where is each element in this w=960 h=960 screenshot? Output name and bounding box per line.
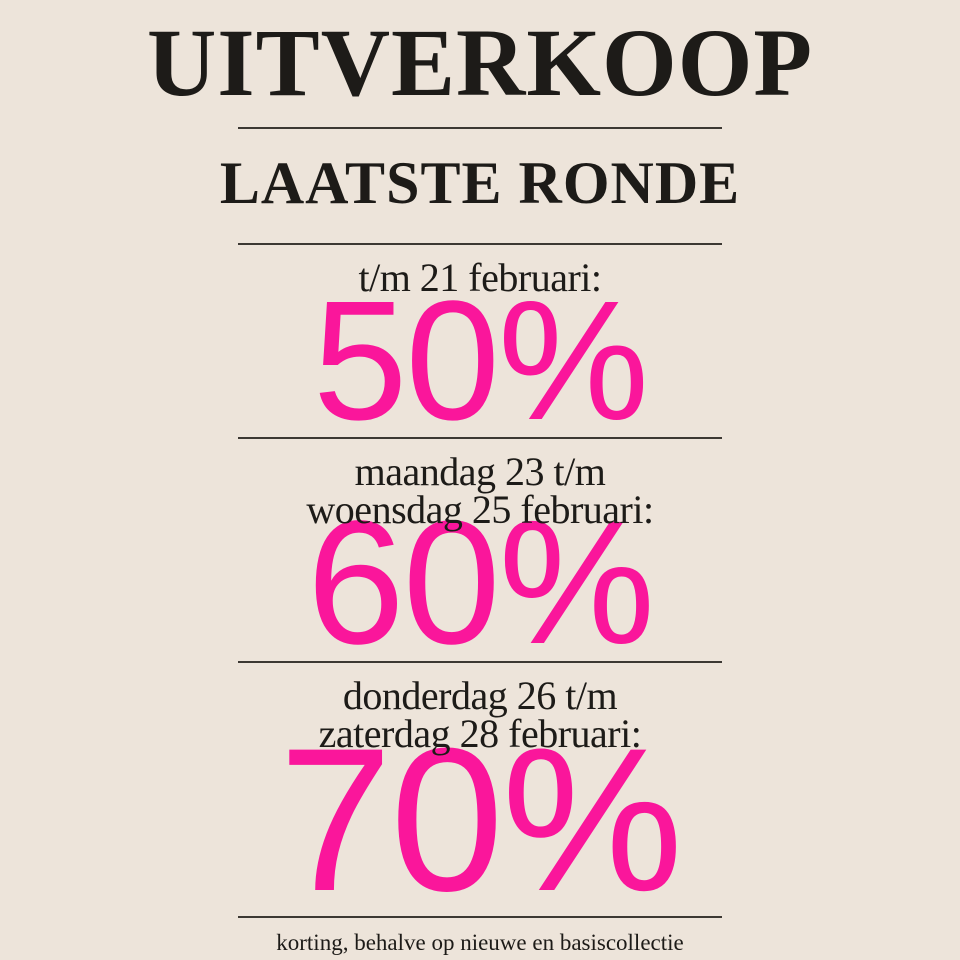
date-line: t/m 21 februari:: [358, 254, 602, 300]
discount-value: 50%: [312, 265, 649, 456]
divider: [238, 660, 722, 663]
poster-subtitle: LAATSTE RONDE: [219, 149, 741, 216]
discount-value: 70%: [278, 705, 683, 934]
date-line: donderdag 26 t/m: [342, 672, 618, 718]
poster-title: UITVERKOOP: [146, 9, 814, 116]
date-line: maandag 23 t/m: [354, 449, 606, 495]
date-line: woensdag 25 februari:: [306, 487, 654, 533]
date-range: donderdag 26 t/m zaterdag 28 februari:: [0, 672, 960, 756]
discount-section-2: maandag 23 t/m woensdag 25 februari: 60%: [0, 449, 960, 682]
date-range: maandag 23 t/m woensdag 25 februari:: [0, 449, 960, 533]
footer-disclaimer: korting, behalve op nieuwe en basiscolle…: [276, 929, 684, 955]
divider: [238, 242, 722, 245]
divider: [238, 915, 722, 918]
divider: [238, 126, 722, 129]
date-range: t/m 21 februari:: [0, 254, 960, 300]
discount-section-1: t/m 21 februari: 50%: [0, 254, 960, 456]
discount-section-3: donderdag 26 t/m zaterdag 28 februari: 7…: [0, 672, 960, 934]
discount-value: 60%: [306, 485, 655, 682]
divider: [238, 437, 722, 440]
date-line: zaterdag 28 februari:: [318, 710, 642, 756]
